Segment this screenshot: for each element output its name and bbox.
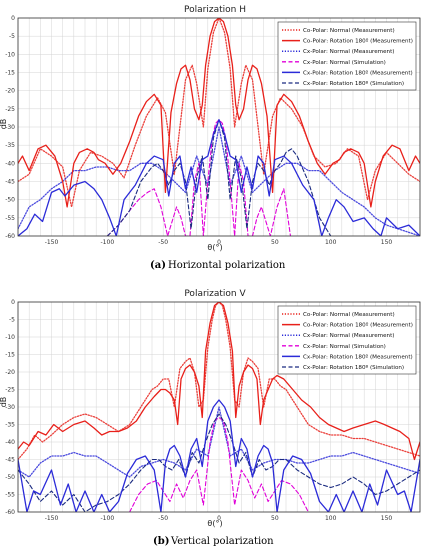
x-tick-label: -50 — [158, 515, 168, 522]
series-line — [18, 406, 420, 478]
y-tick-label: -50 — [5, 197, 15, 204]
series-line — [18, 302, 420, 461]
x-axis-label: θ(°) — [207, 243, 222, 252]
x-tick-label: 150 — [381, 515, 393, 522]
y-tick-label: -40 — [5, 439, 15, 446]
x-tick-label: 0 — [217, 239, 221, 246]
legend-entry: Co-Polar: Normal (Measurement) — [303, 312, 395, 318]
x-tick-label: 100 — [325, 515, 337, 522]
x-tick-label: -100 — [101, 239, 115, 246]
y-tick-label: -60 — [5, 233, 15, 240]
y-tick-label: -10 — [5, 334, 15, 341]
y-tick-label: -15 — [5, 70, 15, 77]
y-tick-label: 0 — [11, 15, 15, 22]
y-tick-label: 0 — [11, 299, 15, 306]
y-tick-label: -30 — [5, 124, 15, 131]
legend-entry: Cx-Polar: Rotation 180º (Measurement) — [303, 353, 413, 360]
panel-vertical-polarization: Polarization V dB θ(°) (b) Vertical pola… — [0, 289, 421, 547]
y-tick-label: -55 — [5, 215, 15, 222]
caption-text: Vertical polarization — [170, 536, 274, 547]
y-tick-label: -10 — [5, 51, 15, 58]
legend-entry: Co-Polar: Rotation 180º (Measurement) — [303, 38, 413, 45]
series-group — [18, 18, 420, 236]
legend: Co-Polar: Normal (Measurement) Co-Polar: … — [277, 21, 417, 91]
y-tick-label: -25 — [5, 106, 15, 113]
y-tick-label: -25 — [5, 387, 15, 394]
y-tick-label: -60 — [5, 509, 15, 516]
legend-entry: Cx-Polar: Rotation 180º (Measurement) — [303, 69, 413, 76]
plot-frame — [17, 301, 421, 513]
y-tick-label: -5 — [9, 317, 15, 324]
y-tick-label: -40 — [5, 160, 15, 167]
y-tick-label: -30 — [5, 404, 15, 411]
series-group — [18, 302, 420, 512]
caption-letter: (b) — [153, 536, 169, 547]
y-tick-label: -35 — [5, 422, 15, 429]
y-axis-label: dB — [0, 119, 8, 130]
series-line — [18, 119, 420, 236]
x-tick-label: -50 — [158, 239, 168, 246]
chart-title: Polarization V — [184, 289, 246, 299]
plot-frame — [17, 17, 421, 237]
y-tick-label: -35 — [5, 142, 15, 149]
x-tick-label: 50 — [271, 515, 279, 522]
x-tick-label: -150 — [45, 515, 59, 522]
legend-entry: Cx-Polar: Normal (Simulation) — [303, 60, 386, 66]
y-tick-label: -55 — [5, 492, 15, 499]
x-tick-label: 150 — [381, 239, 393, 246]
series-line — [129, 416, 309, 512]
legend-entry: Cx-Polar: Rotation 180º (Simulation) — [303, 80, 404, 87]
series-line — [18, 413, 420, 512]
x-tick-label: 100 — [325, 239, 337, 246]
x-tick-label: -150 — [45, 239, 59, 246]
y-axis-label: dB — [0, 397, 8, 408]
x-tick-label: -100 — [101, 515, 115, 522]
series-line — [106, 119, 332, 236]
y-tick-label: -15 — [5, 352, 15, 359]
series-line — [18, 399, 420, 512]
legend-entry: Cx-Polar: Rotation 180º (Simulation) — [303, 364, 404, 371]
series-line — [18, 126, 420, 236]
y-tick-label: -45 — [5, 457, 15, 464]
y-tick-label: -50 — [5, 474, 15, 481]
legend-box — [277, 21, 417, 91]
series-line — [18, 18, 420, 208]
panel-horizontal-polarization: Polarization H dB θ(°) (a) Horizontal po… — [0, 5, 421, 271]
legend-entry: Co-Polar: Rotation 180º (Measurement) — [303, 322, 413, 329]
caption-letter: (a) — [150, 260, 166, 271]
y-tick-label: -45 — [5, 179, 15, 186]
legend-entry: Cx-Polar: Normal (Measurement) — [303, 49, 394, 55]
legend-entry: Co-Polar: Normal (Measurement) — [303, 28, 395, 34]
legend-entry: Cx-Polar: Normal (Measurement) — [303, 333, 394, 339]
x-axis-label: θ(°) — [207, 519, 222, 528]
caption-text: Horizontal polarization — [168, 260, 286, 271]
y-tick-label: -20 — [5, 369, 15, 376]
y-tick-label: -5 — [9, 33, 15, 40]
y-tick-label: -20 — [5, 88, 15, 95]
x-tick-label: 50 — [271, 239, 279, 246]
legend-entry: Cx-Polar: Normal (Simulation) — [303, 344, 386, 350]
x-tick-label: 0 — [217, 515, 221, 522]
chart-title: Polarization H — [184, 5, 246, 15]
legend: Co-Polar: Normal (Measurement) Co-Polar: … — [277, 305, 417, 375]
legend-box — [277, 305, 417, 375]
